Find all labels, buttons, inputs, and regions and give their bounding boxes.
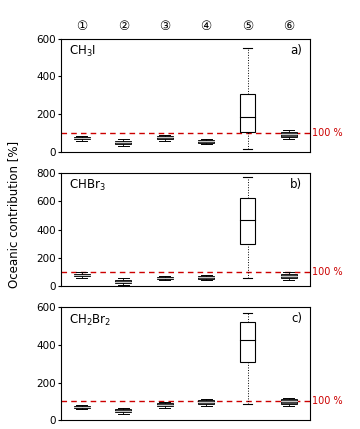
Bar: [198, 276, 214, 278]
Text: Oceanic contribution [%]: Oceanic contribution [%]: [7, 141, 20, 288]
Text: ①: ①: [76, 20, 87, 33]
Text: b): b): [290, 178, 302, 191]
Bar: [157, 403, 172, 406]
Bar: [116, 280, 131, 283]
Bar: [116, 409, 131, 412]
Text: 100 %: 100 %: [312, 267, 343, 277]
Text: ④: ④: [201, 20, 212, 33]
Bar: [240, 94, 255, 133]
Bar: [74, 137, 90, 139]
Text: CH$_2$Br$_2$: CH$_2$Br$_2$: [69, 312, 111, 328]
Bar: [74, 406, 90, 408]
Bar: [281, 132, 297, 137]
Text: a): a): [290, 44, 302, 57]
Text: 100 %: 100 %: [312, 396, 343, 407]
Bar: [74, 274, 90, 276]
Bar: [281, 399, 297, 404]
Bar: [240, 198, 255, 245]
Text: ②: ②: [118, 20, 129, 33]
Text: CH$_3$I: CH$_3$I: [69, 44, 96, 59]
Text: ⑥: ⑥: [283, 20, 294, 33]
Bar: [157, 136, 172, 139]
Text: ③: ③: [159, 20, 170, 33]
Text: ⑤: ⑤: [242, 20, 253, 33]
Text: c): c): [291, 312, 302, 326]
Bar: [281, 274, 297, 278]
Text: CHBr$_3$: CHBr$_3$: [69, 178, 105, 193]
Bar: [116, 141, 131, 144]
Text: 100 %: 100 %: [312, 128, 343, 138]
Bar: [198, 400, 214, 404]
Bar: [157, 277, 172, 279]
Bar: [240, 322, 255, 362]
Bar: [198, 140, 214, 143]
